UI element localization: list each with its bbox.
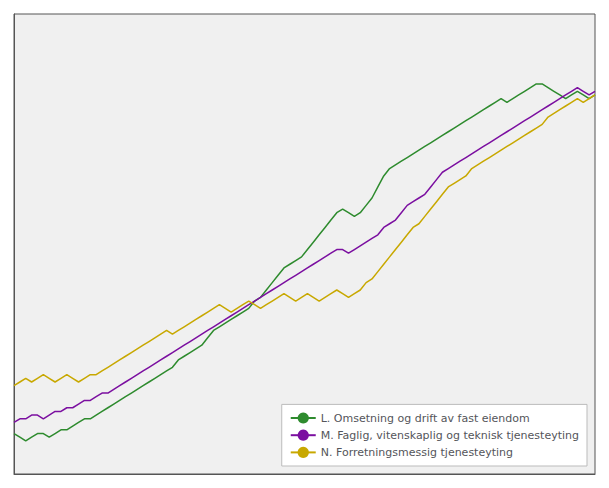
svg-text:N. Forretningsmessig tjenestey: N. Forretningsmessig tjenesteyting	[321, 446, 513, 459]
svg-text:M. Faglig, vitenskaplig og tek: M. Faglig, vitenskaplig og teknisk tjene…	[321, 429, 579, 442]
svg-text:L. Omsetning og drift av fast: L. Omsetning og drift av fast eiendom	[321, 412, 530, 425]
